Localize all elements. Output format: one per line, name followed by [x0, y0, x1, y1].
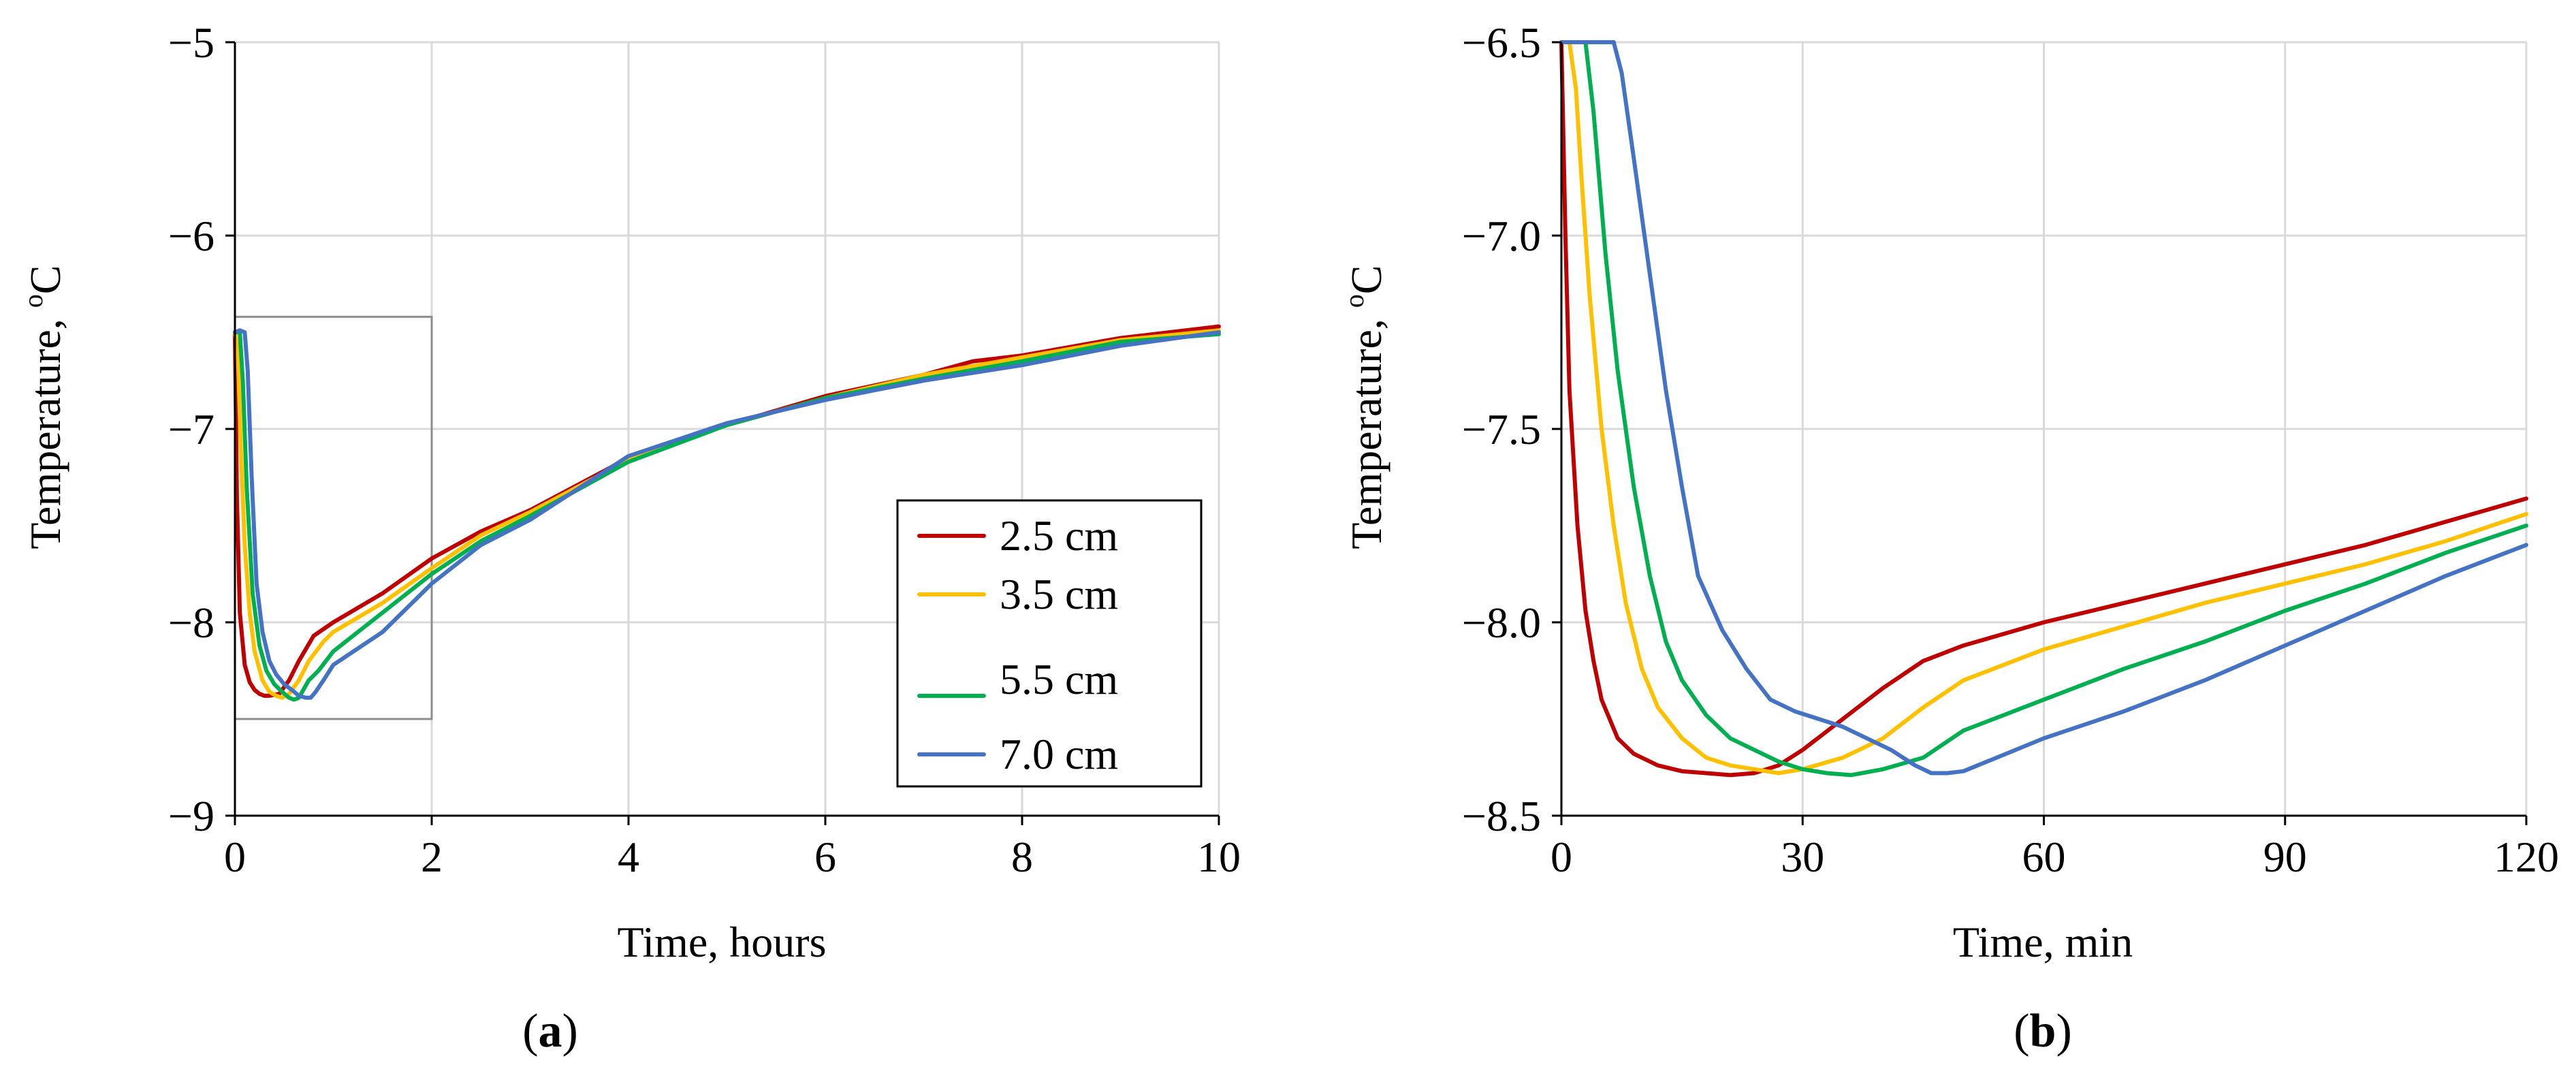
panel-b-x-tick-label: 30 — [1781, 833, 1824, 881]
panel-a-y-tick-label: −5 — [168, 18, 214, 67]
panel-a-x-tick-label: 4 — [618, 833, 639, 881]
panel-b-y-tick-label: −6.5 — [1462, 18, 1541, 67]
panel-a-y-axis-title: Temperature, oC — [18, 265, 69, 549]
panel-a-legend: 2.5 cm 3.5 cm 5.5 cm 7.0 cm — [896, 499, 1203, 788]
chart-panel-a: 0 2 4 6 8 10 −9 −8 −7 −6 −5 Time, hours Temperatur… — [0, 0, 1241, 1057]
panel-b-x-tick-label: 0 — [1551, 833, 1572, 881]
legend-label-5-5cm: 5.5 cm — [1000, 655, 1118, 703]
panel-b-y-tick-label: −7.5 — [1462, 405, 1541, 453]
panel-b-axes — [1552, 41, 2528, 825]
panel-b-y-tick-label: −8.0 — [1462, 598, 1541, 647]
panel-a-x-tick-label: 8 — [1011, 833, 1033, 881]
chart-panel-b: 0 30 60 90 120 −8.5 −8.0 −7.5 −7.0 −6.5 Time, min… — [1339, 18, 2559, 1057]
panel-b-series-line-2-5-cm — [1559, 40, 2528, 778]
panel-b-x-tick-label: 60 — [2022, 833, 2066, 881]
panel-a-x-tick-label: 6 — [814, 833, 836, 881]
panel-a-y-tick-label: −7 — [168, 405, 214, 453]
panel-a-x-tick-label: 2 — [421, 833, 443, 881]
legend-label-2-5cm: 2.5 cm — [1000, 511, 1118, 560]
panel-a-x-tick-label: 10 — [1197, 833, 1241, 881]
panel-a-grid — [235, 41, 1220, 816]
legend-box — [896, 499, 1203, 788]
panel-b-series-line-5-5-cm — [1559, 40, 2528, 778]
panel-a-x-axis-title: Time, hours — [617, 918, 826, 966]
panel-a-series-line-7-0-cm — [233, 328, 1221, 700]
panel-b-series-line-3-5-cm — [1559, 40, 2528, 776]
panel-b-series-line-7-0-cm — [1559, 40, 2528, 776]
legend-label-3-5cm: 3.5 cm — [1000, 570, 1118, 618]
panel-b-x-tick-label: 90 — [2263, 833, 2307, 881]
panel-a-axes — [225, 41, 1220, 825]
panel-b-tick-labels: 0 30 60 90 120 −8.5 −8.0 −7.5 −7.0 −6.5 — [1462, 18, 2559, 881]
panel-a-y-tick-label: −9 — [168, 792, 214, 840]
panel-b-label: (b) — [2014, 1005, 2072, 1057]
panel-b-y-tick-label: −7.0 — [1462, 212, 1541, 260]
legend-label-7-0cm: 7.0 cm — [1000, 730, 1118, 778]
panel-b-x-axis-title: Time, min — [1953, 918, 2133, 966]
panel-a-anchor — [0, 0, 1, 1]
panel-a-y-tick-label: −8 — [168, 598, 214, 647]
panel-b-y-axis-title: Temperature, oC — [1339, 265, 1390, 549]
panel-b-series-group — [1559, 40, 2528, 778]
panel-a-series-group — [233, 324, 1221, 702]
panel-b-x-tick-label: 120 — [2494, 833, 2559, 881]
panel-a-y-tick-label: −6 — [168, 212, 214, 260]
panel-a-label: (a) — [522, 1005, 578, 1057]
panel-a-tick-labels: 0 2 4 6 8 10 −9 −8 −7 −6 −5 — [168, 18, 1241, 881]
panel-a-x-tick-label: 0 — [224, 833, 246, 881]
panel-b-y-tick-label: −8.5 — [1462, 792, 1541, 840]
